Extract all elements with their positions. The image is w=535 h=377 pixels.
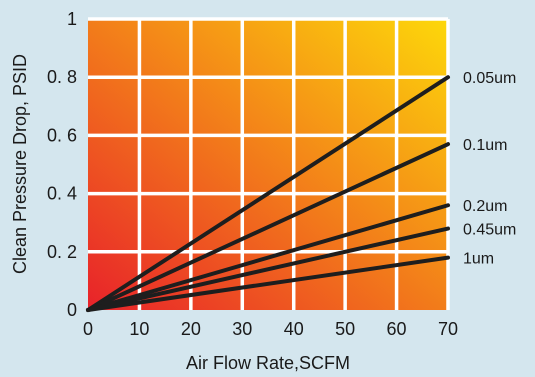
x-tick-label: 40	[284, 319, 304, 339]
y-tick-label: 0. 4	[47, 184, 77, 204]
x-tick-label: 60	[387, 319, 407, 339]
series-line-0.1um	[86, 142, 450, 312]
x-axis-ticks: 0 10 20 30 40 50 60 70	[83, 319, 458, 339]
series-labels: 0.05um 0.1um 0.2um 0.45um 1um	[463, 70, 516, 267]
x-tick-label: 50	[335, 319, 355, 339]
series-lines	[86, 75, 450, 312]
y-tick-label: 0. 6	[47, 125, 77, 145]
x-tick-label: 10	[129, 319, 149, 339]
plot-area	[88, 19, 448, 310]
series-label-0.2um: 0.2um	[463, 198, 507, 215]
series-line-1um	[86, 255, 450, 312]
series-line-0.2um	[86, 203, 450, 312]
series-label-0.1um: 0.1um	[463, 137, 507, 154]
x-tick-label: 70	[438, 319, 458, 339]
series-label-1um: 1um	[463, 251, 494, 268]
y-tick-label: 0	[67, 300, 77, 320]
y-axis-ticks: 0 0. 2 0. 4 0. 6 0. 8 1	[47, 9, 77, 320]
y-axis-title: Clean Pressure Drop, PSID	[10, 54, 30, 274]
x-tick-label: 20	[181, 319, 201, 339]
series-label-0.45um: 0.45um	[463, 222, 516, 239]
series-line-0.05um	[86, 75, 450, 312]
series-label-0.05um: 0.05um	[463, 70, 516, 87]
y-tick-label: 0. 2	[47, 242, 77, 262]
grid	[88, 17, 450, 310]
y-tick-label: 1	[67, 9, 77, 29]
x-axis-title: Air Flow Rate,SCFM	[186, 353, 350, 373]
x-tick-label: 30	[232, 319, 252, 339]
x-tick-label: 0	[83, 319, 93, 339]
y-tick-label: 0. 8	[47, 67, 77, 87]
series-line-0.45um	[86, 226, 450, 312]
